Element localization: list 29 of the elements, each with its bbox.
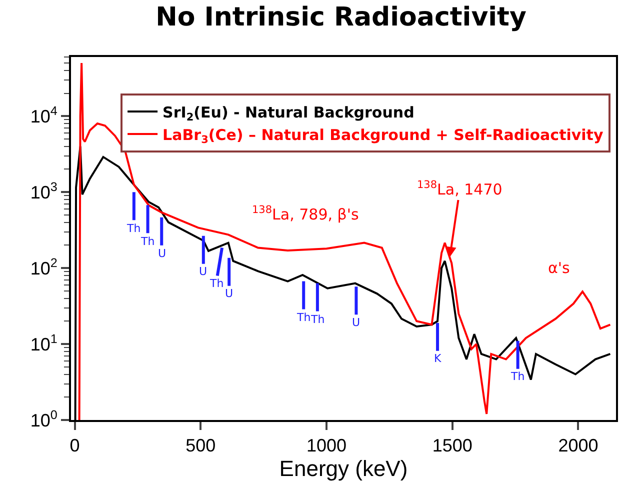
x-tick-label: 500 (186, 436, 216, 456)
annotation: Th (209, 277, 224, 290)
annotation: Th (510, 370, 525, 383)
annotation: Th (296, 311, 311, 324)
legend-label: SrI$_{2}$(Eu) - Natural Background (162, 103, 414, 124)
chart-title: No Intrinsic Radioactivity (156, 2, 526, 33)
y-tick-label: 10$^{3}$ (30, 180, 58, 202)
annotation: U (352, 316, 360, 329)
annotation: α's (548, 259, 570, 277)
legend-label: LaBr$_{3}$(Ce) – Natural Background + Self-Radioactivity (162, 126, 604, 146)
annotation: Th (126, 222, 141, 235)
x-tick-label: 1500 (432, 436, 472, 456)
annotation: $^{138}$La, 1470 (417, 179, 502, 198)
y-tick-label: 10$^{0}$ (30, 408, 58, 430)
annotation: U (225, 287, 234, 300)
x-axis-title: Energy (keV) (279, 456, 408, 481)
y-tick-label: 10$^{2}$ (30, 256, 58, 278)
line-series (78, 62, 612, 420)
annotation: Th (310, 313, 325, 326)
y-tick-label: 10$^{4}$ (30, 104, 58, 126)
annotation: U (199, 265, 208, 278)
annotation: K (434, 352, 442, 365)
x-tick-label: 0 (70, 436, 80, 456)
annotation: Th (140, 235, 155, 248)
annotation: U (158, 247, 166, 260)
x-tick-label: 1000 (306, 436, 347, 456)
annotation: $^{138}$La, 789, β's (252, 204, 359, 224)
x-tick-label: 2000 (558, 436, 598, 456)
y-tick-label: 10$^{1}$ (30, 332, 58, 354)
